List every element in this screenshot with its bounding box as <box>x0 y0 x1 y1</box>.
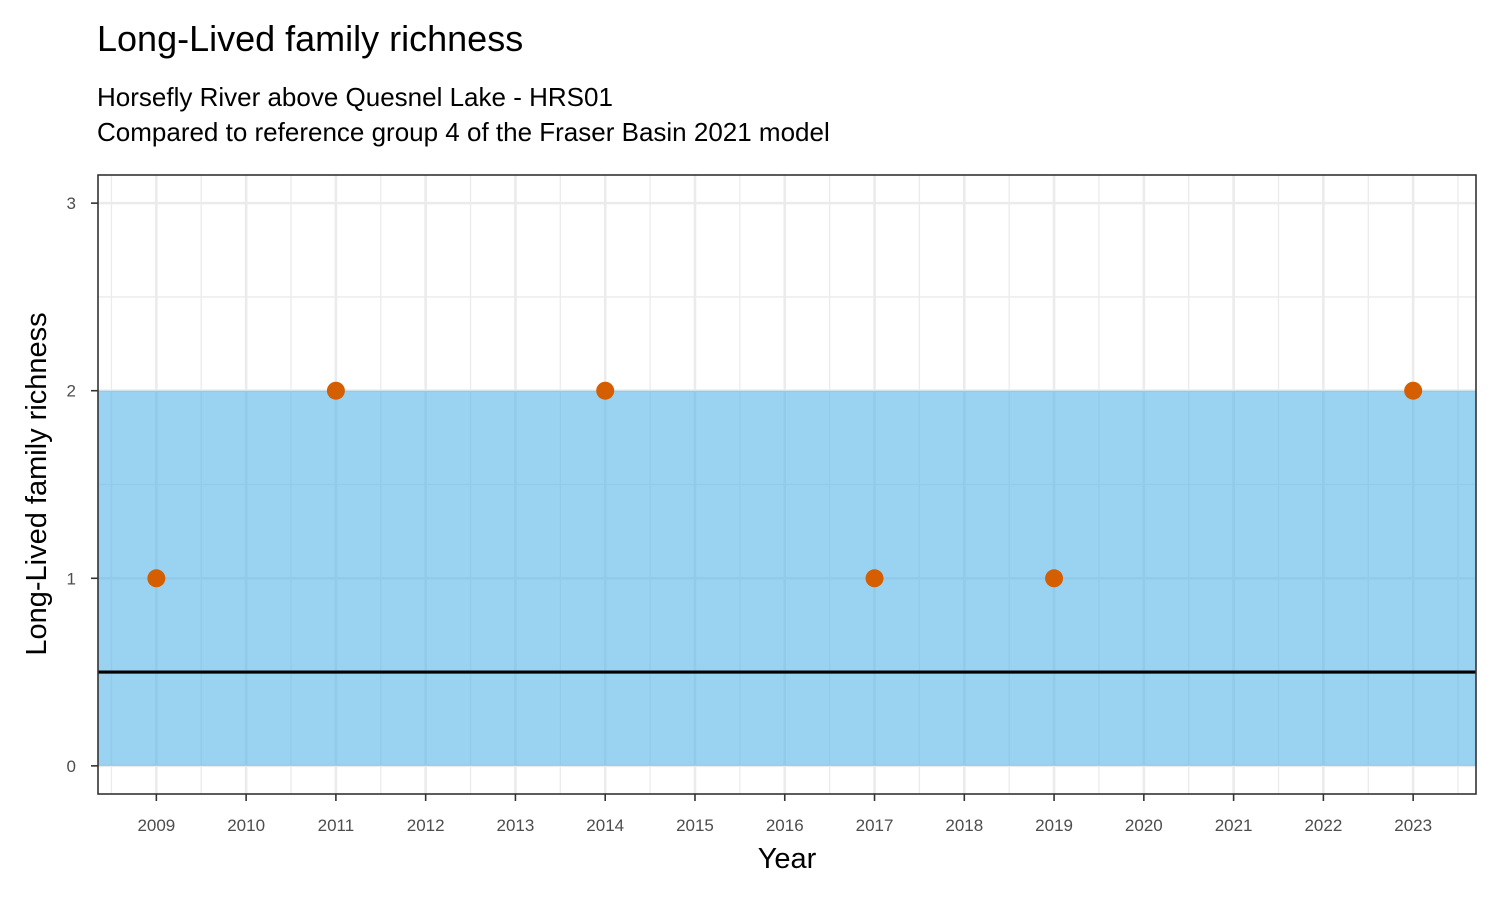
chart-title: Long-Lived family richness <box>97 18 524 59</box>
data-point <box>596 381 615 400</box>
data-points <box>147 381 1423 588</box>
x-tick-label: 2011 <box>318 816 355 835</box>
x-tick-label: 2016 <box>766 816 804 835</box>
y-tick-label: 3 <box>67 194 76 213</box>
x-tick-label: 2009 <box>137 816 175 835</box>
x-tick-label: 2022 <box>1304 816 1342 835</box>
y-tick-label: 0 <box>67 757 76 776</box>
x-tick-label: 2010 <box>227 816 265 835</box>
x-axis-title: Year <box>758 843 817 875</box>
data-point <box>147 569 166 588</box>
x-tick-label: 2015 <box>676 816 714 835</box>
x-tick-label: 2012 <box>407 816 445 835</box>
data-point <box>1404 381 1423 400</box>
chart-subtitle-line-1: Horsefly River above Quesnel Lake - HRS0… <box>97 82 613 112</box>
data-point <box>865 569 884 588</box>
x-tick-label: 2018 <box>945 816 983 835</box>
chart-subtitle-line-2: Compared to reference group 4 of the Fra… <box>97 117 830 147</box>
plot-frame-layer <box>97 174 1477 795</box>
x-axis: 2009 2010 2011 2012 2013 2014 2015 2016 2017 2018… <box>137 794 1432 835</box>
y-axis: 0 1 2 3 <box>67 194 98 776</box>
x-tick-label: 2023 <box>1394 816 1432 835</box>
y-tick-label: 2 <box>67 382 76 401</box>
data-point <box>1045 569 1064 588</box>
x-tick-label: 2017 <box>856 816 894 835</box>
x-tick-label: 2020 <box>1125 816 1163 835</box>
plot-frame <box>97 174 1477 795</box>
x-tick-label: 2014 <box>586 816 624 835</box>
x-tick-label: 2013 <box>497 816 535 835</box>
reference-band <box>98 390 1476 766</box>
x-tick-label: 2021 <box>1215 816 1253 835</box>
y-axis-title: Long-Lived family richness <box>21 312 53 655</box>
x-tick-label: 2019 <box>1035 816 1073 835</box>
data-point <box>326 381 345 400</box>
reference-band-layer <box>98 390 1476 766</box>
y-tick-label: 1 <box>67 569 76 588</box>
